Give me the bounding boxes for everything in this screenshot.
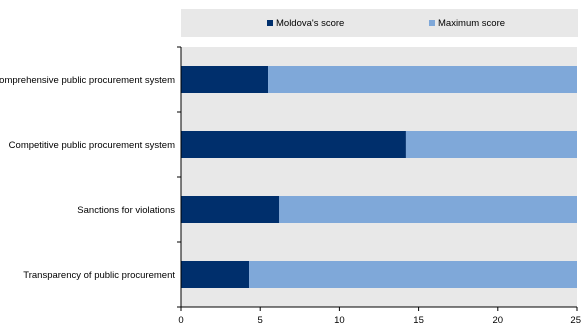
bar-maximum-score — [268, 66, 577, 93]
bar-maximum-score — [279, 196, 577, 223]
category-label: Transparency of public procurement — [23, 270, 175, 281]
bar-maximum-score — [405, 131, 577, 158]
legend-swatch-maximum-score — [429, 20, 435, 26]
bar-moldova-score — [181, 66, 269, 93]
category-label: Competitive public procurement system — [9, 140, 175, 151]
legend: Moldova's score Maximum score — [181, 9, 578, 37]
x-tick-label: 5 — [258, 315, 263, 326]
category-label: Comprehensive public procurement system — [0, 75, 175, 86]
legend-label-moldova-score: Moldova's score — [276, 17, 345, 29]
bar-maximum-score — [249, 261, 577, 288]
legend-swatch-moldova-score — [267, 20, 273, 26]
bar-moldova-score — [181, 261, 250, 288]
x-tick-label: 10 — [334, 315, 345, 326]
x-tick-label: 0 — [178, 315, 183, 326]
x-tick-label: 25 — [570, 315, 581, 326]
x-tick-label: 15 — [413, 315, 424, 326]
legend-label-maximum-score: Maximum score — [438, 17, 506, 29]
category-label: Sanctions for violations — [77, 205, 175, 216]
x-tick-label: 20 — [493, 315, 504, 326]
bar-moldova-score — [181, 131, 406, 158]
legend-item-moldova-score: Moldova's score — [267, 9, 344, 37]
legend-item-maximum-score: Maximum score — [429, 9, 505, 37]
bar-moldova-score — [181, 196, 280, 223]
